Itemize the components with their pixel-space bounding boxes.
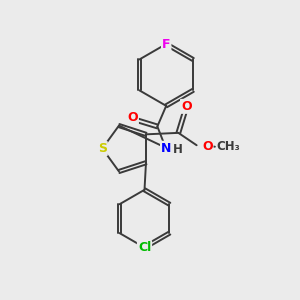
Text: O: O [127, 111, 138, 124]
Text: CH₃: CH₃ [216, 140, 240, 153]
Text: O: O [181, 100, 192, 113]
Text: N: N [161, 142, 171, 155]
Text: O: O [202, 140, 212, 153]
Text: H: H [173, 142, 183, 156]
Text: S: S [98, 142, 107, 155]
Text: F: F [162, 38, 170, 50]
Text: Cl: Cl [138, 241, 151, 254]
